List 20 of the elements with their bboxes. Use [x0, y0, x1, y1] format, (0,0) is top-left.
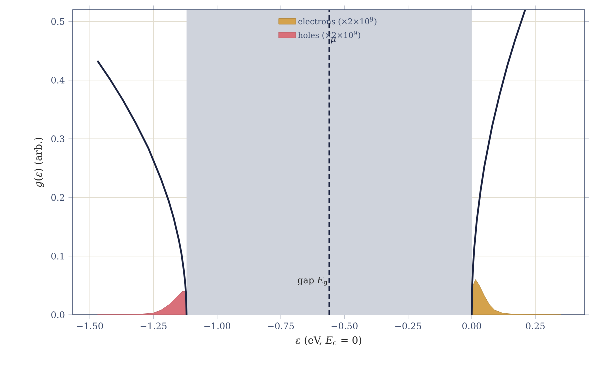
y-axis-title: g(ε) (arb.) — [34, 138, 44, 188]
x-tick-label: −0.50 — [332, 322, 358, 330]
x-tick-label: −1.25 — [140, 322, 167, 330]
y-tick-label: 0.4 — [52, 76, 65, 84]
x-tick-label: −1.00 — [204, 322, 230, 330]
y-tick-label: 0.2 — [52, 194, 64, 202]
line-series — [96, 60, 188, 315]
y-tick-label: 0.0 — [52, 312, 65, 318]
band-label: gap E$_{g}$ — [298, 277, 328, 286]
x-tick-label: −0.75 — [268, 322, 294, 330]
y-tick-label: 0.5 — [52, 18, 65, 26]
ref-line-label: μ — [330, 37, 336, 44]
x-tick-label: 0.00 — [462, 322, 482, 330]
x-tick-label: 0.25 — [526, 322, 545, 330]
line-series — [471, 10, 526, 315]
x-tick-label: −0.25 — [396, 322, 422, 330]
y-tick-label: 0.1 — [52, 252, 64, 260]
y-tick-label: 0.3 — [52, 136, 65, 142]
x-tick-label: −1.50 — [77, 322, 104, 330]
x-axis-title: ε (eV, E$_{c}$ = 0) — [296, 336, 362, 346]
